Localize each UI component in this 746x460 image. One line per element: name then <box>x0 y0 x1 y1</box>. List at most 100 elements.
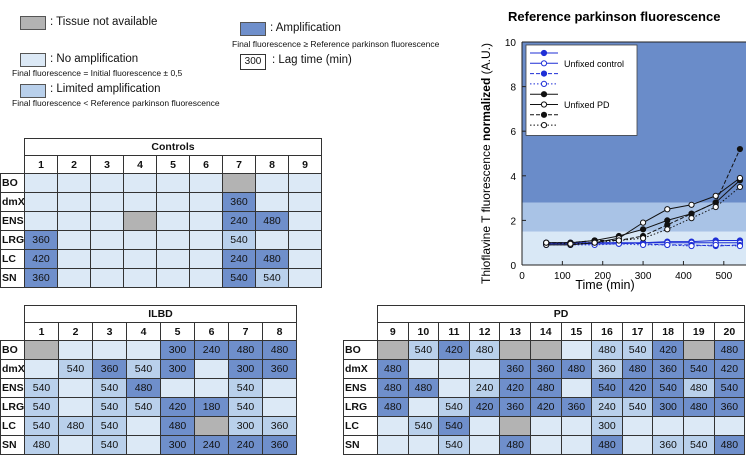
table-row: BO 300 240 480 480 <box>0 340 297 360</box>
lag-time: 480 <box>598 439 616 451</box>
lag-time: 540 <box>32 382 51 394</box>
legend-label: : Limited amplification <box>50 83 161 95</box>
cell: 420 <box>499 378 531 398</box>
lag-time: 240 <box>202 344 221 356</box>
column-number: 19 <box>682 322 715 341</box>
cell <box>377 416 409 436</box>
lag-time: 540 <box>100 439 119 451</box>
cell <box>90 173 124 193</box>
cell: 480 <box>591 435 623 455</box>
column-number: 11 <box>438 322 470 341</box>
lag-time: 240 <box>475 382 494 394</box>
cell: 300 <box>160 435 195 455</box>
legend-swatch <box>20 16 46 30</box>
cell: 540 <box>713 378 746 398</box>
lag-time: 300 <box>168 439 187 451</box>
column-number: 2 <box>57 155 91 174</box>
data-point <box>543 239 550 246</box>
cell <box>57 268 91 288</box>
cell <box>57 173 91 193</box>
data-point <box>639 226 647 233</box>
cell: 420 <box>529 397 562 417</box>
lag-time: 480 <box>270 344 289 356</box>
row-label: ENS <box>343 378 378 398</box>
row-label: ENS <box>0 211 25 231</box>
cell: 360 <box>262 416 297 436</box>
x-tick-label: 400 <box>675 271 692 282</box>
row-label: BO <box>0 173 25 193</box>
lag-time: 540 <box>230 234 248 246</box>
column-number: 9 <box>287 155 323 174</box>
cell: 540 <box>652 378 684 398</box>
cell: 360 <box>24 268 58 288</box>
cell <box>194 416 229 436</box>
cell <box>438 359 470 379</box>
cell <box>499 416 531 436</box>
column-number: 1 <box>24 322 59 341</box>
cell <box>90 249 124 269</box>
cell: 360 <box>262 359 297 379</box>
row-label: BO <box>343 340 378 360</box>
cell: 480 <box>24 435 59 455</box>
cell: 240 <box>194 340 229 360</box>
x-tick-label: 300 <box>635 271 652 282</box>
cell <box>560 378 593 398</box>
cell <box>123 173 157 193</box>
cell: 480 <box>591 340 623 360</box>
cell <box>713 416 746 436</box>
cell <box>287 173 323 193</box>
data-point <box>736 183 744 191</box>
table-row: dmX 360 <box>0 192 323 212</box>
cell: 480 <box>713 340 746 360</box>
column-number: 14 <box>529 322 562 341</box>
cell: 300 <box>160 340 195 360</box>
lag-time: 540 <box>263 272 281 284</box>
lag-time: 420 <box>537 401 555 413</box>
data-point <box>712 192 719 199</box>
column-number: 15 <box>560 322 593 341</box>
cell: 540 <box>126 397 161 417</box>
cell <box>377 340 409 360</box>
lag-time: 540 <box>134 363 153 375</box>
lag-time: 360 <box>270 363 289 375</box>
column-number: 3 <box>90 155 124 174</box>
y-label-part: normalized <box>479 78 493 141</box>
data-point <box>688 215 695 222</box>
cell <box>58 340 93 360</box>
table-row: dmX 480 360 360 480 360 480 360 540 420 <box>343 359 746 379</box>
cell: 180 <box>194 397 229 417</box>
row-label: dmX <box>0 359 25 379</box>
table-row: BO <box>0 173 323 193</box>
cell: 360 <box>24 230 58 250</box>
data-point <box>639 219 647 226</box>
lag-time: 540 <box>720 382 739 394</box>
lag-time: 480 <box>32 439 51 451</box>
lag-time: 540 <box>628 344 647 356</box>
legend-label: : No amplification <box>50 53 139 65</box>
legend-marker <box>540 91 548 98</box>
cell: 240 <box>222 211 256 231</box>
lag-time: 480 <box>384 363 402 375</box>
lag-time: 540 <box>100 401 119 413</box>
cell: 540 <box>621 397 654 417</box>
legend-marker <box>540 49 548 57</box>
cell: 480 <box>160 416 195 436</box>
data-point <box>615 237 622 244</box>
lag-time: 540 <box>689 439 708 451</box>
threshold-band <box>522 202 746 232</box>
cell: 540 <box>92 416 127 436</box>
lag-time: 480 <box>168 420 187 432</box>
lag-time: 540 <box>659 382 677 394</box>
lag-time: 480 <box>689 382 708 394</box>
cell: 360 <box>652 435 684 455</box>
lag-time: 480 <box>263 215 281 227</box>
column-number: 17 <box>621 322 654 341</box>
column-row: 9 10 11 12 13 14 15 16 17 18 19 20 <box>344 322 746 341</box>
chart: Reference parkinson fluorescence02468100… <box>479 9 746 292</box>
cell <box>123 211 157 231</box>
cell <box>156 211 190 231</box>
table-title: ILBD <box>24 305 297 323</box>
cell <box>58 397 93 417</box>
